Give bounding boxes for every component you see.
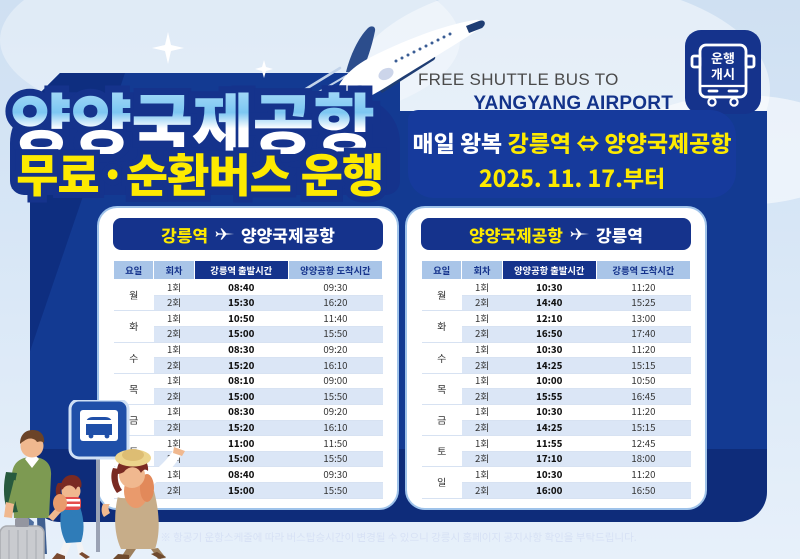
svg-text:개시: 개시 [711, 64, 735, 83]
